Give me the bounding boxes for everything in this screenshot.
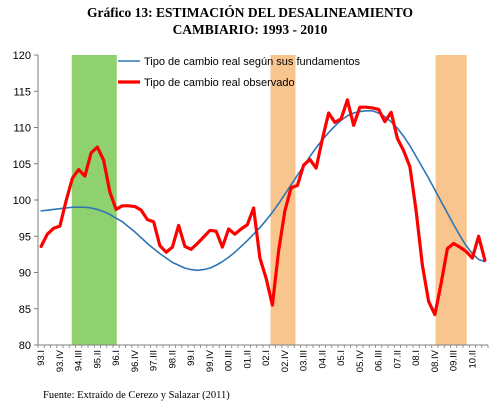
chart-title: Gráfico 13: ESTIMACIÓN DEL DESALINEAMIEN… xyxy=(0,4,500,38)
source-note: Fuente: Extraído de Cerezo y Salazar (20… xyxy=(43,390,230,401)
x-tick-label: 96.I xyxy=(111,350,122,366)
y-tick-label: 80 xyxy=(19,340,31,352)
x-tick-label: 99.IV xyxy=(205,349,216,372)
series-line-fundamentals xyxy=(40,110,486,272)
x-tick-label: 99.I xyxy=(186,350,197,366)
x-tick-label: 08.IV xyxy=(430,349,441,372)
x-tick-label: 01.II xyxy=(242,350,253,369)
chart-title-line1: Gráfico 13: ESTIMACIÓN DEL DESALINEAMIEN… xyxy=(86,5,414,20)
y-tick-label: 120 xyxy=(13,50,31,62)
x-tick-label: 93.IV xyxy=(55,349,66,372)
y-tick-label: 110 xyxy=(13,123,31,135)
x-tick-label: 03.III xyxy=(299,350,310,371)
y-tick-label: 95 xyxy=(19,231,31,243)
x-tick-label: 08.I xyxy=(411,350,422,366)
y-tick-label: 105 xyxy=(13,159,31,171)
x-tick-label: 97.III xyxy=(149,350,160,371)
x-tick-label: 02.I xyxy=(261,350,272,366)
legend-label-0: Tipo de cambio real según sus fundamento… xyxy=(144,56,361,68)
chart-title-line2: CAMBIARIO: 1993 - 2010 xyxy=(172,22,328,37)
x-tick-label: 93.I xyxy=(36,350,47,366)
x-tick-label: 02.IV xyxy=(280,349,291,372)
x-tick-label: 04.II xyxy=(317,350,328,369)
x-tick-label: 94.III xyxy=(74,350,85,371)
x-tick-label: 07.II xyxy=(392,350,403,369)
x-tick-label: 05.I xyxy=(336,350,347,366)
y-tick-label: 115 xyxy=(13,86,31,98)
x-tick-label: 96.IV xyxy=(130,349,141,372)
y-tick-label: 85 xyxy=(19,304,31,316)
y-tick-label: 100 xyxy=(13,195,31,207)
legend-label-1: Tipo de cambio real observado xyxy=(144,77,295,89)
x-tick-label: 06.III xyxy=(374,350,385,371)
x-tick-label: 10.II xyxy=(467,350,478,369)
y-tick-label: 90 xyxy=(19,268,31,280)
series-line-observed xyxy=(39,98,487,317)
shaded-period-0 xyxy=(71,55,117,345)
x-tick-label: 00.III xyxy=(224,350,235,371)
x-tick-label: 98.II xyxy=(167,350,178,369)
x-tick-label: 95.II xyxy=(92,350,103,369)
x-tick-label: 09.III xyxy=(449,350,460,371)
x-tick-label: 05.IV xyxy=(355,349,366,372)
